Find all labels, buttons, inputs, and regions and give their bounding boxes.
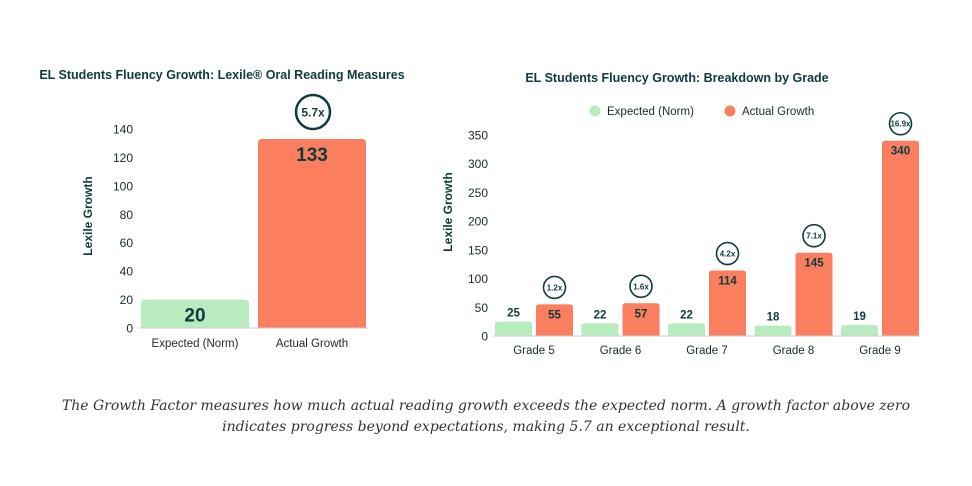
legend-label-actual: Actual Growth <box>742 106 814 118</box>
chart2-bar-actual <box>795 252 833 336</box>
chart1-y-tick: 80 <box>120 208 134 222</box>
chart2-y-tick: 300 <box>468 157 488 171</box>
chart1-y-tick: 0 <box>126 322 133 336</box>
chart1-y-tick: 100 <box>113 179 133 193</box>
chart2-x-tick: Grade 6 <box>600 345 642 357</box>
chart1-growth-factor-ring <box>294 93 332 131</box>
chart2-growth-factor-ring <box>629 274 653 299</box>
chart2-data-label-expected: 25 <box>507 308 520 320</box>
chart1-y-tick: 20 <box>120 293 134 307</box>
legend-swatch-expected <box>589 105 601 117</box>
chart1-data-label: 20 <box>184 306 205 327</box>
chart2-growth-factor-ring <box>802 223 826 248</box>
chart2-growth-factor-ring <box>542 275 567 300</box>
chart2-growth-factor-ring <box>888 111 913 136</box>
chart1-x-tick: Actual Growth <box>276 338 348 350</box>
chart2-growth-factor-label: 7.1x <box>806 232 822 241</box>
chart2-x-tick: Grade 8 <box>773 345 815 357</box>
chart2-x-tick: Grade 5 <box>513 345 555 357</box>
chart1-y-tick: 120 <box>113 151 133 165</box>
chart2-data-label-actual: 55 <box>548 309 561 321</box>
chart2-bar-expected <box>495 321 532 336</box>
chart2-x-tick: Grade 9 <box>859 345 901 357</box>
chart2-bar-expected <box>754 325 792 336</box>
chart2-bar-expected <box>668 323 705 336</box>
chart2-data-label-actual: 145 <box>804 258 824 270</box>
chart1-growth-factor-label: 5.7x <box>301 106 325 120</box>
chart2-title: EL Students Fluency Growth: Breakdown by… <box>525 71 828 85</box>
chart2-data-label-actual: 114 <box>718 276 737 288</box>
chart1-y-tick: 140 <box>113 123 133 137</box>
chart2-data-label-expected: 19 <box>853 311 866 323</box>
chart1-bar-actual <box>258 138 366 328</box>
chart2-bar-expected <box>581 323 619 336</box>
chart2-bar-actual <box>622 303 660 336</box>
chart1-title: EL Students Fluency Growth: Lexile® Oral… <box>39 68 404 82</box>
legend-swatch-actual <box>724 105 736 117</box>
chart2-growth-factor-label: 1.2x <box>547 283 563 292</box>
chart2-y-tick: 100 <box>468 272 488 286</box>
chart2-y-tick: 150 <box>468 243 488 257</box>
chart2-growth-factor-label: 1.6x <box>633 282 649 291</box>
chart2-y-tick: 0 <box>481 330 488 344</box>
chart1-x-tick: Expected (Norm) <box>152 338 239 350</box>
chart2-y-tick: 250 <box>468 186 488 200</box>
chart2-bar-actual <box>536 304 573 336</box>
chart2-y-tick: 200 <box>468 215 488 229</box>
chart2-growth-factor-label: 4.2x <box>720 250 736 259</box>
chart1-y-tick: 40 <box>120 265 134 279</box>
growth-factor-caption: The Growth Factor measures how much actu… <box>61 398 911 435</box>
chart2-data-label-expected: 22 <box>680 309 693 321</box>
chart1-y-tick: 60 <box>120 236 134 250</box>
chart1-y-axis-label: Lexile Growth <box>81 176 95 255</box>
chart2-data-label-expected: 22 <box>594 309 607 321</box>
chart2-data-label-actual: 340 <box>891 146 910 158</box>
chart1-bar-expected <box>141 299 249 328</box>
chart2-y-tick: 50 <box>475 301 489 315</box>
chart1-data-label: 133 <box>296 145 328 166</box>
chart2-x-tick: Grade 7 <box>686 345 728 357</box>
chart2-growth-factor-label: 16.9x <box>890 120 911 129</box>
legend-label-expected: Expected (Norm) <box>607 106 694 118</box>
chart2-bar-actual <box>882 140 919 336</box>
chart2-y-tick: 350 <box>468 129 488 143</box>
chart2-bar-actual <box>709 270 746 336</box>
chart2-data-label-actual: 57 <box>635 308 648 320</box>
chart2-growth-factor-ring <box>715 241 740 266</box>
chart2-data-label-expected: 18 <box>767 312 780 324</box>
chart2-bar-expected <box>841 325 878 336</box>
chart2-y-axis-label: Lexile Growth <box>441 172 455 251</box>
